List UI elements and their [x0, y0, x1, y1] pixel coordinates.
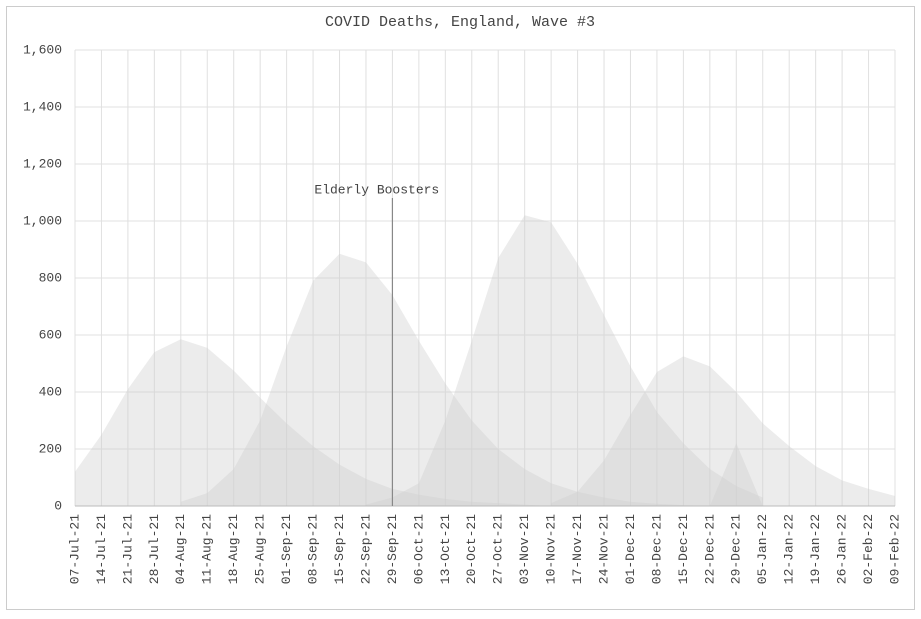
y-tick-label: 1,400	[23, 99, 62, 114]
x-tick-label: 29-Dec-21	[729, 514, 744, 584]
x-tick-label: 09-Feb-22	[887, 514, 902, 584]
y-tick-label: 200	[39, 441, 62, 456]
x-tick-label: 11-Aug-21	[200, 514, 215, 584]
y-tick-label: 1,200	[23, 156, 62, 171]
x-tick-label: 19-Jan-22	[808, 514, 823, 584]
annotation-text: Elderly Boosters	[314, 182, 439, 197]
x-tick-label: 20-Oct-21	[464, 514, 479, 584]
x-tick-label: 02-Feb-22	[861, 514, 876, 584]
area	[180, 253, 710, 506]
chart-title: COVID Deaths, England, Wave #3	[325, 14, 595, 31]
y-tick-label: 400	[39, 384, 62, 399]
x-tick-label: 06-Oct-21	[411, 514, 426, 584]
x-tick-label: 17-Nov-21	[570, 514, 585, 584]
x-tick-label: 01-Sep-21	[279, 514, 294, 584]
y-tick-label: 1,600	[23, 42, 62, 57]
x-tick-label: 24-Nov-21	[596, 514, 611, 584]
area	[551, 356, 895, 506]
x-tick-label: 03-Nov-21	[517, 514, 532, 584]
x-tick-label: 18-Aug-21	[226, 514, 241, 584]
x-tick-label: 14-Jul-21	[94, 514, 109, 584]
x-tick-label: 15-Sep-21	[332, 514, 347, 584]
area	[709, 443, 763, 506]
x-tick-label: 22-Dec-21	[702, 514, 717, 584]
area	[365, 215, 763, 507]
y-tick-label: 1,000	[23, 213, 62, 228]
area	[75, 339, 552, 506]
x-tick-label: 08-Sep-21	[306, 514, 321, 584]
y-tick-label: 600	[39, 327, 62, 342]
chart-frame	[6, 6, 915, 610]
x-tick-label: 21-Jul-21	[120, 514, 135, 584]
x-tick-label: 28-Jul-21	[147, 514, 162, 584]
x-tick-label: 22-Sep-21	[358, 514, 373, 584]
y-tick-label: 0	[54, 498, 62, 513]
x-tick-label: 15-Dec-21	[676, 514, 691, 584]
x-tick-label: 12-Jan-22	[782, 514, 797, 584]
x-tick-label: 13-Oct-21	[438, 514, 453, 584]
x-tick-label: 26-Jan-22	[835, 514, 850, 584]
x-tick-label: 29-Sep-21	[385, 514, 400, 584]
x-tick-label: 04-Aug-21	[173, 514, 188, 584]
x-tick-label: 08-Dec-21	[649, 514, 664, 584]
grid	[74, 49, 896, 507]
x-tick-label: 07-Jul-21	[67, 514, 82, 584]
x-tick-label: 25-Aug-21	[253, 514, 268, 584]
x-tick-label: 27-Oct-21	[491, 514, 506, 584]
y-tick-label: 800	[39, 270, 62, 285]
x-tick-label: 05-Jan-22	[755, 514, 770, 584]
x-tick-label: 10-Nov-21	[544, 514, 559, 584]
x-tick-label: 01-Dec-21	[623, 514, 638, 584]
